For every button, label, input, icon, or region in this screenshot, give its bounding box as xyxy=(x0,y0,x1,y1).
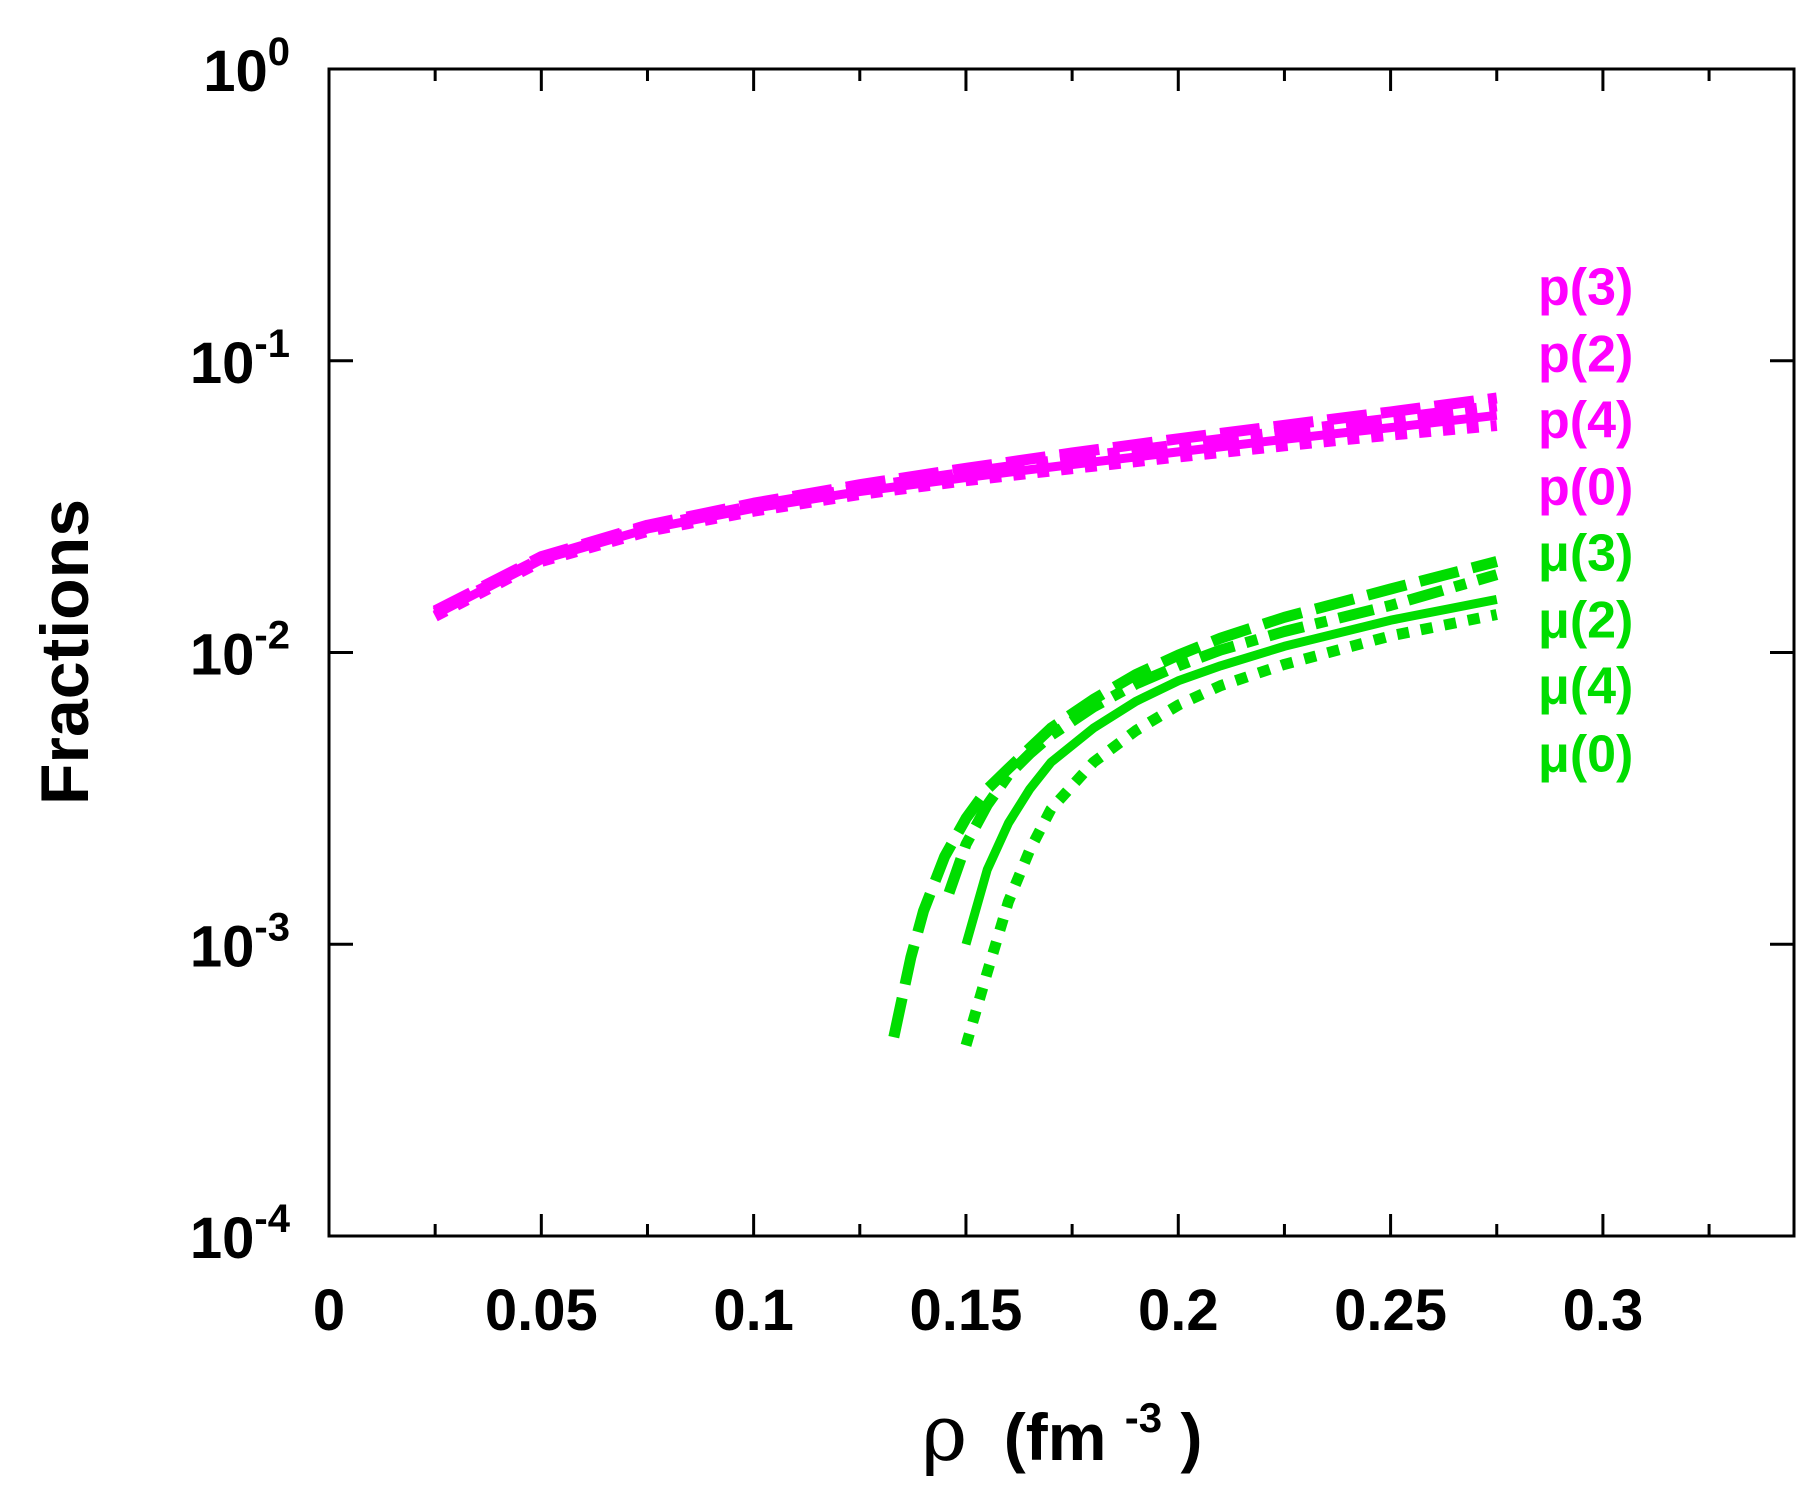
y-tick-label-exponent: -4 xyxy=(254,1197,290,1241)
x-axis-title: ρ (fm -3 ) xyxy=(922,1372,1203,1479)
y-tick-label: 10-4 xyxy=(190,1197,291,1271)
x-tick-label: 0.15 xyxy=(910,1278,1023,1343)
series-label-mu2: μ(2) xyxy=(1538,591,1633,649)
y-tick-label-exponent: -3 xyxy=(254,905,290,949)
x-tick-label: 0.25 xyxy=(1334,1278,1447,1343)
series-label-p0: p(0) xyxy=(1538,459,1633,517)
series-label-mu3: μ(3) xyxy=(1538,525,1633,583)
plot-frame xyxy=(327,67,1796,1238)
y-tick-label: 10-2 xyxy=(190,614,290,688)
y-tick-label-base: 10 xyxy=(203,39,268,104)
x-tick-label: 0.1 xyxy=(713,1278,794,1343)
series-label-p2: p(2) xyxy=(1538,325,1633,383)
y-tick-label-base: 10 xyxy=(190,623,255,688)
x-axis-unit: (fm xyxy=(1004,1400,1107,1474)
y-tick-label: 100 xyxy=(203,30,290,104)
series-label-mu4: μ(4) xyxy=(1538,658,1633,716)
x-tick-label: 0.2 xyxy=(1138,1278,1219,1343)
y-tick-label: 10-3 xyxy=(190,905,290,979)
y-tick-label: 10-1 xyxy=(190,322,290,396)
y-tick-label-exponent: -2 xyxy=(254,614,290,658)
y-axis-title: Fractions xyxy=(27,499,103,805)
series-line-p3 xyxy=(432,392,1498,616)
x-axis-symbol: ρ xyxy=(922,1389,968,1479)
y-tick-label-exponent: 0 xyxy=(268,30,290,74)
x-axis-unit-exponent: -3 xyxy=(1125,1394,1162,1441)
label-layer: 0 0.05 0.1 0.15 0.2 0.25 0.310010-110-210-310-… xyxy=(190,30,1643,1343)
series-layer xyxy=(432,392,1499,1047)
y-tick-label-base: 10 xyxy=(190,914,255,979)
x-tick-label: 0.05 xyxy=(485,1278,598,1343)
x-tick-label: 0 xyxy=(313,1278,345,1343)
y-tick-label-exponent: -1 xyxy=(254,322,290,366)
series-line-mu4 xyxy=(961,594,1498,946)
series-label-mu0: μ(0) xyxy=(1538,726,1633,784)
x-tick-label: 0.3 xyxy=(1563,1278,1644,1343)
series-line-mu3 xyxy=(888,556,1499,1039)
y-tick-label-base: 10 xyxy=(190,1206,255,1271)
y-tick-label-base: 10 xyxy=(190,331,255,396)
series-line-mu0 xyxy=(960,609,1498,1047)
series-label-p3: p(3) xyxy=(1538,258,1633,316)
series-label-p4: p(4) xyxy=(1538,391,1633,449)
x-axis-unit-close: ) xyxy=(1180,1400,1202,1474)
series-line-mu2 xyxy=(943,569,1499,895)
